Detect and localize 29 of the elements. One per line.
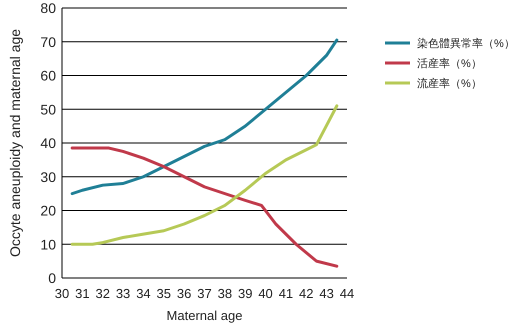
legend-label: 活産率（%） bbox=[417, 57, 482, 70]
x-tick-label: 39 bbox=[238, 286, 252, 301]
x-tick-label: 38 bbox=[218, 286, 232, 301]
x-tick-label: 37 bbox=[197, 286, 212, 301]
x-tick-label: 44 bbox=[340, 286, 354, 301]
y-tick-label: 30 bbox=[40, 168, 56, 185]
y-tick-label: 50 bbox=[40, 101, 56, 118]
x-tick-label: 36 bbox=[176, 286, 192, 301]
y-tick-label: 0 bbox=[48, 270, 56, 286]
y-tick-label: 70 bbox=[40, 34, 56, 50]
x-axis-title: Maternal age bbox=[166, 308, 242, 323]
y-tick-label: 10 bbox=[40, 236, 56, 252]
x-tick-label: 43 bbox=[319, 286, 334, 301]
x-tick-label: 31 bbox=[75, 286, 90, 301]
y-tick-label: 60 bbox=[40, 68, 56, 84]
x-tick-label: 33 bbox=[116, 286, 130, 301]
legend-label: 流産率（%） bbox=[417, 77, 482, 90]
x-tick-label: 40 bbox=[258, 286, 273, 301]
x-tick-label: 32 bbox=[95, 286, 110, 301]
y-tick-label: 20 bbox=[40, 202, 56, 218]
x-tick-label: 42 bbox=[299, 286, 314, 301]
x-tick-label: 30 bbox=[54, 286, 70, 301]
x-tick-label: 34 bbox=[136, 286, 151, 301]
y-axis-title: Occyte aneuploidy and maternal age bbox=[7, 28, 23, 258]
x-tick-label: 35 bbox=[156, 286, 172, 301]
x-tick-label: 41 bbox=[278, 286, 294, 301]
y-tick-label: 40 bbox=[40, 135, 56, 151]
y-tick-label: 80 bbox=[40, 0, 56, 16]
legend-label: 染色體異常率（%） bbox=[417, 37, 515, 50]
